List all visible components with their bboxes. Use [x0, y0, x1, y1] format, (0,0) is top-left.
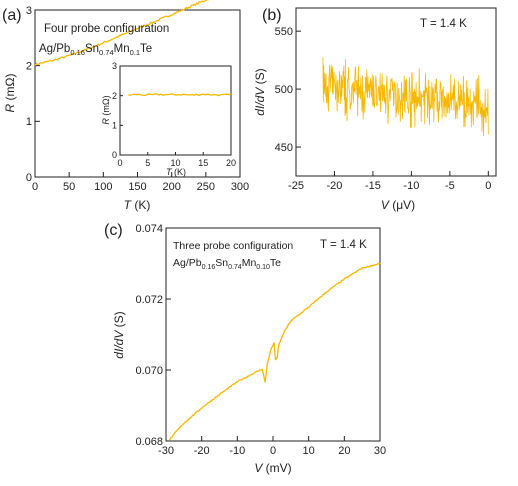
a-main-y-tick-label: 3: [26, 5, 32, 17]
panel-b-y-axis-label: dI/dV (S): [253, 68, 267, 115]
panel-a-x-ticks: 0 50 100 150 200 250 300: [32, 172, 249, 193]
b-x-tick-label: -5: [445, 180, 455, 192]
a-inset-x-tick-label: 20: [226, 158, 236, 168]
a-main-x-tick-label: 250: [197, 181, 215, 193]
a-inset-y-tick-label: 0: [112, 150, 117, 160]
a-inset-x-tick-label: 0: [117, 158, 122, 168]
panel-c-y-axis-label: dI/dV (S): [112, 311, 126, 358]
a-main-x-tick-label: 150: [128, 181, 146, 193]
a-main-x-tick-label: 200: [162, 181, 180, 193]
b-y-tick-label: 450: [275, 142, 293, 154]
panel-b-temperature-label: T = 1.4 K: [420, 18, 467, 30]
panel-c-x-ticks: -30 -20 -10 0 10 20 30: [158, 436, 386, 457]
panel-a-inset-series: [128, 93, 232, 97]
c-y-tick-label: 0.072: [135, 294, 163, 306]
b-x-tick-label: 0: [485, 180, 491, 192]
c-y-tick-label: 0.070: [135, 365, 163, 377]
b-y-tick-label: 550: [275, 26, 293, 38]
a-inset-y-tick-label: 1: [112, 120, 117, 130]
panel-a-inset: 0 5 10 15 20 0 1 2 3 T (K) R (mΩ): [101, 61, 236, 177]
a-inset-y-tick-label: 2: [112, 91, 117, 101]
panel-c: (c) -30 -20 -10 0 10 20 30 0.068 0.070 0.072 0.07…: [104, 222, 386, 475]
panel-b-series: [322, 57, 489, 137]
a-main-x-tick-label: 300: [231, 181, 249, 193]
c-x-tick-label: -30: [158, 445, 174, 457]
a-main-x-tick-label: 0: [32, 181, 38, 193]
a-main-y-tick-label: 1: [26, 116, 32, 128]
a-inset-x-tick-label: 15: [198, 158, 208, 168]
panel-b-label: (b): [262, 7, 282, 24]
c-x-tick-label: 20: [338, 445, 350, 457]
panel-a-inset-y-ticks: 0 1 2 3: [112, 61, 123, 160]
a-main-series-line-0: [34, 0, 210, 66]
a-main-x-tick-label: 50: [63, 181, 75, 193]
c-series-line-0: [168, 262, 381, 441]
c-y-tick-label: 0.074: [135, 223, 163, 235]
panel-a-inset-x-axis-label: T (K): [166, 167, 186, 177]
panel-b-x-ticks: -25 -20 -15 -10 -5 0: [288, 171, 491, 192]
c-x-tick-label: 30: [374, 445, 386, 457]
panel-b-y-ticks: 450 500 550: [275, 26, 301, 154]
panel-b-x-axis-label: V (μV): [381, 198, 415, 212]
panel-a-y-axis-label: R (mΩ): [3, 74, 17, 113]
c-x-tick-label: -10: [229, 445, 245, 457]
a-inset-x-tick-label: 10: [170, 158, 180, 168]
panel-a-inset-y-axis-label: R (mΩ): [101, 95, 111, 124]
panel-a-annotation-material: Ag/Pb0.16Sn0.74Mn0.1Te: [39, 43, 152, 57]
b-x-tick-label: -15: [365, 180, 381, 192]
panel-c-y-ticks: 0.068 0.070 0.072 0.074: [135, 223, 171, 448]
panel-c-x-axis-label: V (mV): [254, 461, 291, 475]
panel-a-inset-frame: [119, 65, 232, 156]
panel-c-annotation-config: Three probe configuration: [173, 240, 293, 252]
a-inset-x-tick-label: 5: [145, 158, 150, 168]
panel-c-annotation-material: Ag/Pb0.16Sn0.74Mn0.10Te: [173, 257, 281, 271]
c-x-tick-label: 10: [303, 445, 315, 457]
c-x-tick-label: 0: [270, 445, 276, 457]
panel-a-y-ticks: 0 1 2 3: [26, 5, 40, 184]
a-inset-y-tick-label: 3: [112, 61, 117, 71]
a-inset-series-line-0: [128, 93, 232, 97]
a-main-y-tick-label: 2: [26, 61, 32, 73]
b-x-tick-label: -10: [403, 180, 419, 192]
b-y-tick-label: 500: [275, 84, 293, 96]
b-x-tick-label: -25: [288, 180, 304, 192]
panel-c-label: (c): [104, 222, 123, 239]
panel-a-annotation-config: Four probe configuration: [44, 23, 169, 35]
panel-b-plot-frame: [295, 7, 497, 177]
c-y-tick-label: 0.068: [135, 436, 163, 448]
b-series-line-0: [322, 57, 489, 137]
panel-a-label: (a): [2, 7, 22, 24]
a-main-x-tick-label: 100: [94, 181, 112, 193]
panel-c-temperature-label: T = 1.4 K: [320, 239, 367, 251]
b-x-tick-label: -20: [327, 180, 343, 192]
panel-a-series: [34, 0, 210, 66]
c-x-tick-label: -20: [194, 445, 210, 457]
panel-c-series: [168, 262, 381, 441]
a-main-y-tick-label: 0: [26, 172, 32, 184]
panel-a-x-axis-label: T (K): [124, 198, 151, 212]
